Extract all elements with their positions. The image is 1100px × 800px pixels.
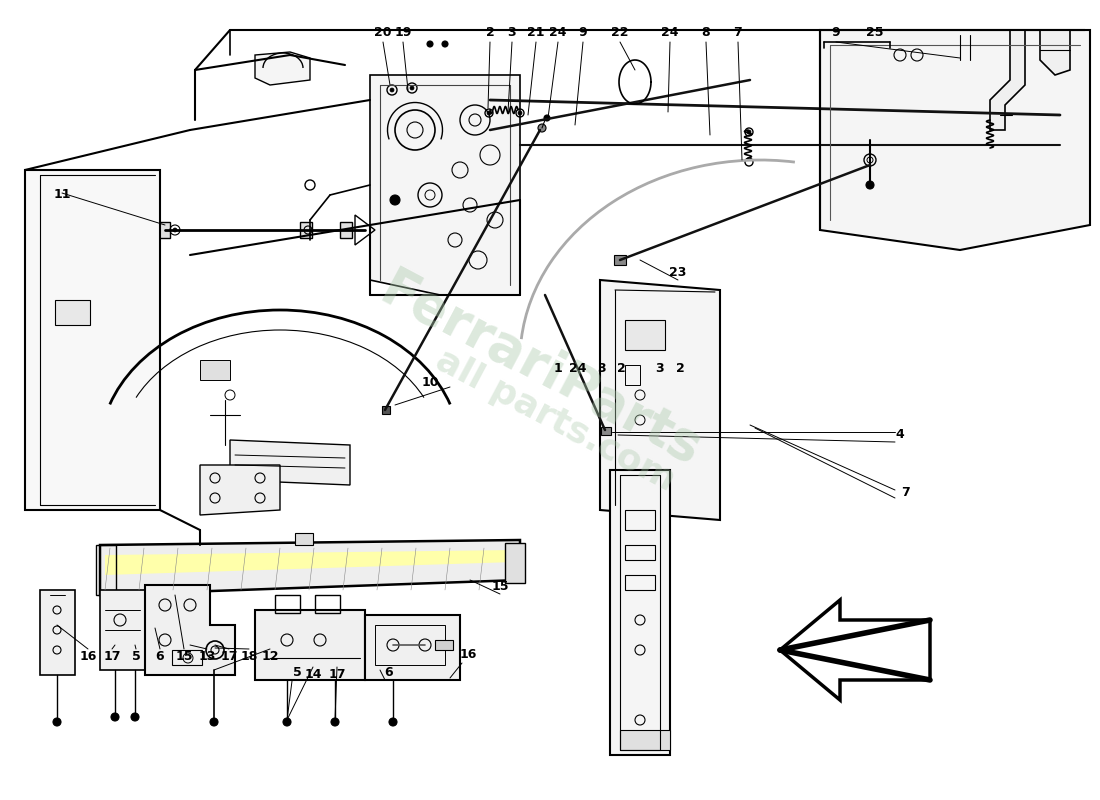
Text: 3: 3 xyxy=(656,362,664,374)
Bar xyxy=(96,545,115,595)
Circle shape xyxy=(518,111,522,115)
Text: 16: 16 xyxy=(460,649,476,662)
Polygon shape xyxy=(40,590,75,675)
Text: 2: 2 xyxy=(617,362,626,374)
Polygon shape xyxy=(145,585,235,675)
Polygon shape xyxy=(100,540,520,595)
Bar xyxy=(172,650,202,665)
Polygon shape xyxy=(1040,30,1070,75)
Polygon shape xyxy=(600,280,720,520)
Circle shape xyxy=(866,181,874,189)
Polygon shape xyxy=(255,52,310,85)
Polygon shape xyxy=(255,610,365,680)
Bar xyxy=(340,222,352,238)
Text: 21: 21 xyxy=(527,26,544,38)
Bar xyxy=(275,595,300,613)
Text: 15: 15 xyxy=(175,650,192,663)
Text: 5: 5 xyxy=(293,666,301,679)
Bar xyxy=(625,575,654,590)
Bar xyxy=(601,427,610,435)
Circle shape xyxy=(210,718,218,726)
Bar xyxy=(625,365,640,385)
Text: 17: 17 xyxy=(220,650,238,663)
Polygon shape xyxy=(610,470,670,755)
Text: 3: 3 xyxy=(596,362,605,374)
Text: 24: 24 xyxy=(570,362,586,374)
Bar xyxy=(155,222,170,238)
Polygon shape xyxy=(100,590,145,670)
Text: 9: 9 xyxy=(832,26,840,38)
Polygon shape xyxy=(370,75,520,295)
Text: 18: 18 xyxy=(240,650,257,663)
Text: 7: 7 xyxy=(901,486,910,498)
Text: 20: 20 xyxy=(374,26,392,38)
Bar xyxy=(315,595,340,613)
Circle shape xyxy=(173,228,177,232)
Circle shape xyxy=(131,713,139,721)
Text: 23: 23 xyxy=(669,266,686,278)
Bar xyxy=(375,625,446,665)
Circle shape xyxy=(442,41,448,47)
Circle shape xyxy=(538,124,546,132)
Text: 12: 12 xyxy=(262,650,278,663)
Circle shape xyxy=(410,86,414,90)
Circle shape xyxy=(544,115,550,121)
Circle shape xyxy=(331,718,339,726)
Bar xyxy=(620,730,670,750)
Circle shape xyxy=(111,713,119,721)
Text: 19: 19 xyxy=(394,26,411,38)
Bar xyxy=(200,360,230,380)
Polygon shape xyxy=(104,550,515,575)
Polygon shape xyxy=(365,615,460,680)
Text: 6: 6 xyxy=(156,650,164,663)
Polygon shape xyxy=(820,30,1090,250)
Text: 17: 17 xyxy=(328,669,345,682)
Bar xyxy=(55,300,90,325)
Text: 5: 5 xyxy=(132,650,141,663)
Text: 24: 24 xyxy=(549,26,566,38)
Bar xyxy=(434,640,453,650)
Text: 25: 25 xyxy=(867,26,883,38)
Bar xyxy=(625,320,666,350)
Polygon shape xyxy=(200,465,280,515)
Text: 8: 8 xyxy=(702,26,711,38)
Text: all parts.com: all parts.com xyxy=(429,342,681,498)
Text: 6: 6 xyxy=(385,666,394,678)
Bar xyxy=(625,510,654,530)
Text: 10: 10 xyxy=(421,375,439,389)
Circle shape xyxy=(487,111,491,115)
Circle shape xyxy=(283,718,292,726)
Circle shape xyxy=(390,88,394,92)
Text: 2: 2 xyxy=(675,362,684,374)
Text: 7: 7 xyxy=(734,26,742,38)
Text: 13: 13 xyxy=(198,650,216,663)
Circle shape xyxy=(390,195,400,205)
Bar xyxy=(300,222,312,238)
Text: FerrariParts: FerrariParts xyxy=(371,263,710,477)
Circle shape xyxy=(389,718,397,726)
Bar xyxy=(295,533,313,545)
Polygon shape xyxy=(990,30,1025,130)
Text: 17: 17 xyxy=(103,650,121,663)
Text: 9: 9 xyxy=(579,26,587,38)
Text: 14: 14 xyxy=(305,669,321,682)
Bar xyxy=(625,545,654,560)
Text: 15: 15 xyxy=(492,579,508,593)
Bar xyxy=(505,543,525,583)
Text: 16: 16 xyxy=(79,650,97,663)
Circle shape xyxy=(427,41,433,47)
Circle shape xyxy=(747,130,751,134)
Text: 24: 24 xyxy=(661,26,679,38)
Bar xyxy=(382,406,390,414)
Text: 11: 11 xyxy=(53,189,70,202)
Circle shape xyxy=(53,718,60,726)
Bar xyxy=(614,255,626,265)
Text: 1: 1 xyxy=(553,362,562,374)
Polygon shape xyxy=(25,170,160,510)
Text: 4: 4 xyxy=(895,429,904,442)
Text: 2: 2 xyxy=(485,26,494,38)
Text: 3: 3 xyxy=(508,26,516,38)
Text: 22: 22 xyxy=(612,26,629,38)
Polygon shape xyxy=(230,440,350,485)
